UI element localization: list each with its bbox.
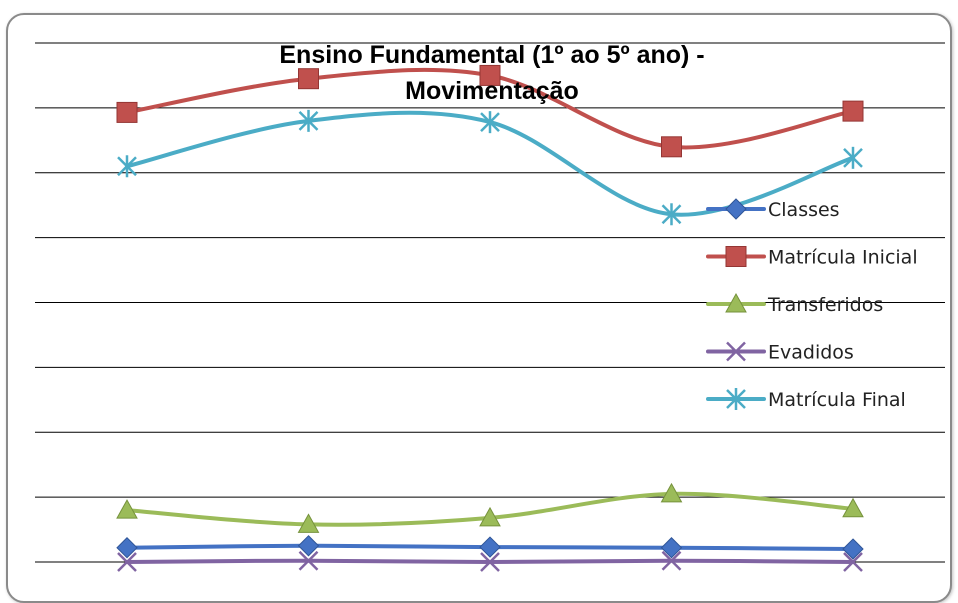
series-2-point-4 — [842, 497, 864, 518]
legend-item: Matrícula Inicial — [706, 246, 918, 269]
chart-title: Ensino Fundamental (1º ao 5º ano) - Movi… — [279, 41, 704, 105]
legend-swatch-marker — [725, 292, 747, 313]
legend-item: Evadidos — [706, 341, 854, 364]
legend-swatch-marker — [725, 198, 747, 220]
series-0-point-4 — [842, 538, 864, 560]
series-3-point-4 — [843, 552, 863, 572]
series-markers — [116, 64, 864, 572]
chart-title-line-2: Movimentação — [405, 77, 579, 105]
series-0-point-2 — [479, 536, 501, 558]
series-1-point-4 — [842, 100, 864, 122]
series-0-point-3 — [660, 537, 683, 559]
legend-swatch-marker — [726, 388, 746, 410]
series-2-point-3 — [660, 482, 683, 503]
chart-title-line-1: Ensino Fundamental (1º ao 5º ano) - — [279, 41, 704, 69]
series-4-point-4 — [843, 146, 863, 169]
series-4-point-1 — [298, 109, 319, 132]
series-4-point-0 — [117, 155, 137, 178]
series-4-point-3 — [661, 203, 682, 226]
legend-item: Transferidos — [706, 292, 883, 316]
series-1-point-0 — [116, 101, 138, 123]
series-1-point-1 — [298, 68, 319, 90]
series-3-point-0 — [117, 552, 137, 572]
legend-label: Matrícula Final — [768, 389, 906, 411]
chart-frame — [6, 13, 952, 603]
series-2-point-2 — [479, 506, 501, 527]
series-lines — [125, 67, 855, 565]
series-4-point-2 — [480, 111, 500, 134]
legend: Classes Matrícula Inicial Transferidos Evad… — [706, 198, 918, 411]
series-2-point-1 — [297, 513, 320, 533]
series-0-point-1 — [297, 535, 320, 557]
legend-label: Evadidos — [768, 342, 854, 364]
legend-label: Classes — [768, 199, 840, 221]
legend-label: Transferidos — [767, 294, 883, 316]
series-0-point-0 — [116, 537, 138, 559]
series-1-point-2 — [479, 64, 501, 86]
legend-swatch-marker — [725, 246, 747, 267]
legend-label: Matrícula Inicial — [768, 247, 918, 269]
series-3-point-2 — [480, 552, 500, 572]
line-chart: Ensino Fundamental (1º ao 5º ano) - Movi… — [35, 41, 945, 572]
series-2-point-0 — [116, 499, 138, 519]
series-3-point-1 — [298, 550, 319, 571]
legend-swatch-marker — [726, 341, 746, 362]
series-3-point-3 — [661, 550, 682, 571]
series-1-point-3 — [661, 136, 682, 158]
legend-item: Classes — [706, 198, 840, 221]
legend-item: Matrícula Final — [706, 388, 906, 411]
